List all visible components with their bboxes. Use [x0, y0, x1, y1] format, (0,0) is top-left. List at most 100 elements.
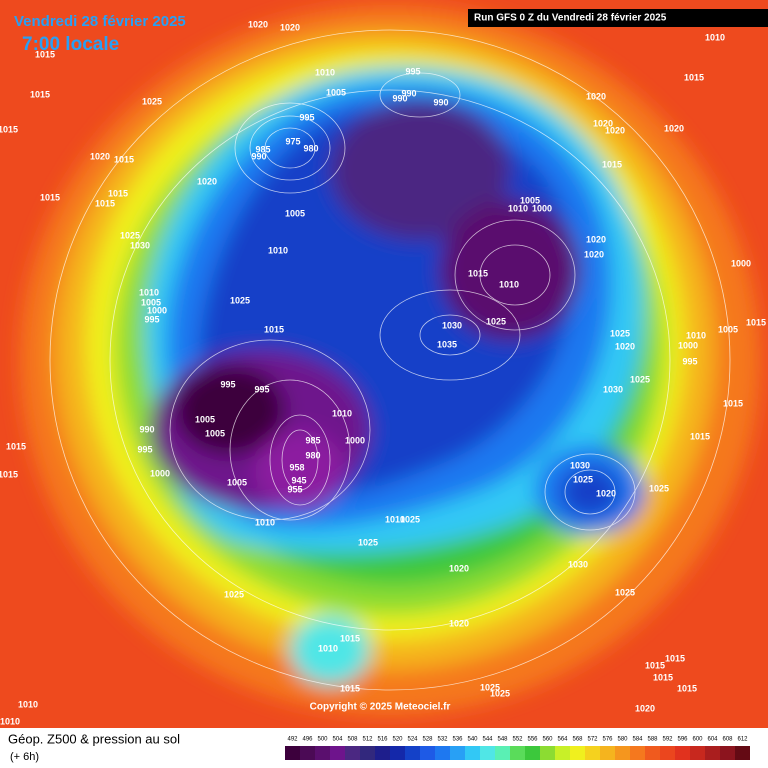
isobar-label: 1015: [340, 683, 360, 693]
isobar-label: 995: [220, 379, 235, 389]
colorbar-label: 508: [347, 737, 358, 743]
isobar-label: 1005: [141, 297, 161, 307]
isobar-label: 1030: [130, 240, 150, 250]
colorbar-label: 600: [692, 737, 703, 743]
isobar-label: 1005: [326, 87, 346, 97]
colorbar-label: 604: [707, 737, 718, 743]
isobar-label: 1015: [602, 159, 622, 169]
isobar-label: 1020: [248, 19, 268, 29]
isobar-label: 1000: [532, 203, 552, 213]
isobar-label: 1010: [499, 279, 519, 289]
isobar-label: 1020: [197, 176, 217, 186]
isobar-label: 1030: [442, 320, 462, 330]
colorbar-label: 496: [302, 737, 313, 743]
isobar-label: 1015: [40, 192, 60, 202]
isobar-label: 955: [287, 484, 302, 494]
colorbar-swatch: [330, 746, 345, 760]
isobar-label: 1005: [195, 414, 215, 424]
colorbar-swatch: [525, 746, 540, 760]
isobar-label: 1015: [684, 72, 704, 82]
isobar-label: 1015: [30, 89, 50, 99]
colorbar-swatch: [585, 746, 600, 760]
isobar-label: 958: [289, 462, 304, 472]
isobar-label: 1015: [340, 633, 360, 643]
isobar-label: 945: [291, 475, 306, 485]
isobar-label: 975: [285, 136, 300, 146]
colorbar-swatch: [285, 746, 300, 760]
isobar-label: 1000: [345, 435, 365, 445]
colorbar-label: 504: [332, 737, 343, 743]
isobar-label: 1025: [224, 589, 244, 599]
isobar-label: 1015: [0, 469, 18, 479]
isobar-label: 980: [303, 143, 318, 153]
isobar-label: 1020: [584, 249, 604, 259]
isobar-label: 1025: [120, 230, 140, 240]
isobar-label: 995: [299, 112, 314, 122]
isobar-label: 995: [682, 356, 697, 366]
isobar-label: 1025: [142, 96, 162, 106]
isobar-label: 1005: [285, 208, 305, 218]
isobar-label: 1015: [468, 268, 488, 278]
colorbar-label: 576: [602, 737, 613, 743]
isobar-label: 1015: [690, 431, 710, 441]
isobar-label: 1005: [520, 195, 540, 205]
isobar-label: 1015: [653, 672, 673, 682]
isobar-label: 1005: [718, 324, 738, 334]
isobar-label: 1000: [678, 340, 698, 350]
isobar-label: 990: [392, 93, 407, 103]
isobar-label: 1035: [437, 339, 457, 349]
colorbar-label: 588: [647, 737, 658, 743]
colorbar: 492 496 500 504 508 512 516 520 524 528 532 536 540 5…: [285, 737, 750, 760]
isobar-label: 995: [137, 444, 152, 454]
colorbar-label: 564: [557, 737, 568, 743]
isobar-label: 1015: [95, 198, 115, 208]
isobar-label: 985: [255, 144, 270, 154]
colorbar-swatch: [540, 746, 555, 760]
colorbar-label: 548: [497, 737, 508, 743]
isobar-label: 1020: [596, 488, 616, 498]
isobar-label: 1010: [385, 514, 405, 524]
colorbar-swatch: [510, 746, 525, 760]
isobar-label: 990: [401, 88, 416, 98]
isobar-label: 1015: [264, 324, 284, 334]
isobar-label: 1010: [268, 245, 288, 255]
isobar-label: 995: [144, 314, 159, 324]
isobar-label: 1020: [280, 22, 300, 32]
isobar-label: 1005: [227, 477, 247, 487]
colorbar-label: 528: [422, 737, 433, 743]
colorbar-swatch: [300, 746, 315, 760]
colorbar-swatch: [720, 746, 735, 760]
colorbar-swatch: [675, 746, 690, 760]
colorbar-swatch: [705, 746, 720, 760]
local-time: 7:00 locale: [22, 34, 119, 55]
colorbar-label: 524: [407, 737, 418, 743]
isobar-label: 1000: [731, 258, 751, 268]
isobar-label: 1025: [649, 483, 669, 493]
colorbar-label: 520: [392, 737, 403, 743]
isobar-label: 1015: [665, 653, 685, 663]
isobar-label: 990: [251, 151, 266, 161]
colorbar-swatch: [555, 746, 570, 760]
isobar-label: 1025: [486, 316, 506, 326]
colorbar-swatch: [345, 746, 360, 760]
isobar-label: 1020: [90, 151, 110, 161]
colorbar-swatch: [480, 746, 495, 760]
colorbar-swatch: [600, 746, 615, 760]
isobar-label: 1010: [508, 203, 528, 213]
isobar-label: 1025: [573, 474, 593, 484]
isobar-label: 1020: [635, 703, 655, 713]
isobar-label: 1005: [205, 428, 225, 438]
isobar-label: 1000: [147, 305, 167, 315]
isobar-label: 1010: [0, 716, 20, 726]
colorbar-swatch: [690, 746, 705, 760]
isobar-label: 1010: [315, 67, 335, 77]
colorbar-swatch: [495, 746, 510, 760]
colorbar-label: 492: [287, 737, 298, 743]
isobar-label: 1020: [664, 123, 684, 133]
colorbar-swatch: [630, 746, 645, 760]
date: Vendredi 28 février 2025: [14, 13, 186, 30]
colorbar-swatch: [615, 746, 630, 760]
colorbar-label: 608: [722, 737, 733, 743]
colorbar-label: 572: [587, 737, 598, 743]
